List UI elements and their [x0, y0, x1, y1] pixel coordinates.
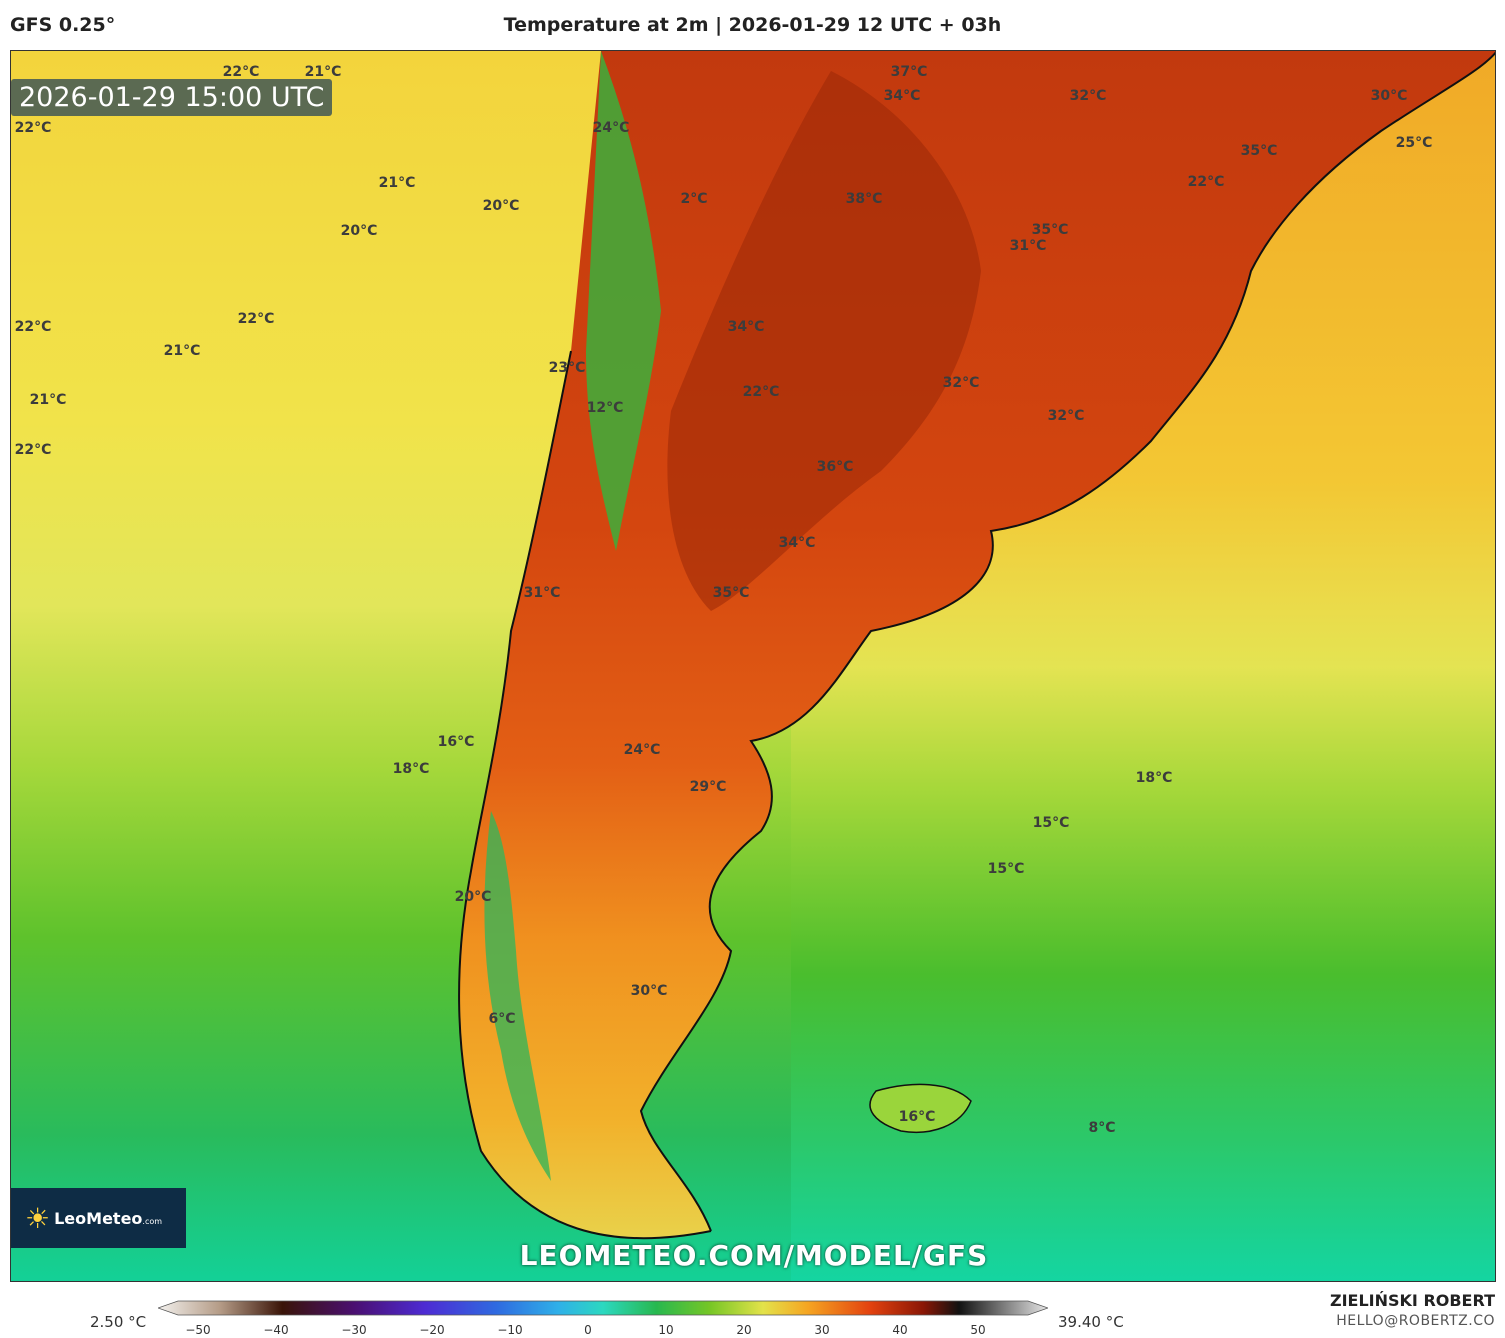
temperature-label: 23°C	[548, 360, 586, 376]
legend-max: 39.40 °C	[1058, 1313, 1124, 1331]
temperature-label: 37°C	[890, 64, 928, 80]
temperature-label: 22°C	[14, 442, 52, 458]
temperature-label: 30°C	[1370, 88, 1408, 104]
temperature-label: 29°C	[689, 779, 727, 795]
temperature-label: 20°C	[482, 198, 520, 214]
legend-tick-label: 40	[892, 1323, 908, 1337]
temperature-label: 22°C	[14, 319, 52, 335]
legend-tick-label: −10	[497, 1323, 523, 1337]
temperature-label: 32°C	[1047, 408, 1085, 424]
temperature-label: 22°C	[742, 384, 780, 400]
temperature-label: 21°C	[163, 343, 201, 359]
map-title: Temperature at 2m | 2026-01-29 12 UTC + …	[503, 14, 1002, 36]
legend-tick-label: 20	[736, 1323, 752, 1337]
legend-tick-label: −40	[263, 1323, 289, 1337]
temperature-label: 22°C	[237, 311, 275, 327]
temperature-label: 38°C	[845, 191, 883, 207]
temperature-label: 15°C	[987, 861, 1025, 877]
temperature-label: 32°C	[942, 375, 980, 391]
temperature-label: 12°C	[586, 400, 624, 416]
leometeo-logo[interactable]: ☀ LeoMeteo.com	[11, 1188, 186, 1248]
temperature-label: 21°C	[378, 175, 416, 191]
temperature-label: 18°C	[392, 761, 430, 777]
temperature-label: 35°C	[712, 585, 750, 601]
temperature-label: 32°C	[1069, 88, 1107, 104]
color-scale-bar	[158, 1300, 1048, 1316]
temperature-label: 16°C	[437, 734, 475, 750]
temperature-label: 34°C	[778, 535, 816, 551]
temperature-label: 20°C	[340, 223, 378, 239]
legend-min: 2.50 °C	[90, 1313, 147, 1331]
legend-tick-label: 50	[970, 1323, 986, 1337]
temperature-label: 15°C	[1032, 815, 1070, 831]
map-background	[11, 51, 1495, 1281]
temperature-label: 31°C	[1009, 238, 1047, 254]
legend-tick-label: −50	[185, 1323, 211, 1337]
logo-text: LeoMeteo.com	[54, 1208, 163, 1228]
sun-icon: ☀	[25, 1201, 51, 1235]
timestamp-badge: 2026-01-29 15:00 UTC	[11, 79, 333, 116]
temperature-label: 25°C	[1395, 135, 1433, 151]
temperature-label: 8°C	[1088, 1120, 1116, 1136]
model-label: GFS 0.25°	[10, 14, 116, 36]
legend-tick-label: −30	[341, 1323, 367, 1337]
temperature-label: 20°C	[454, 889, 492, 905]
temperature-label: 16°C	[898, 1109, 936, 1125]
temperature-label: 2°C	[680, 191, 708, 207]
temperature-label: 35°C	[1031, 222, 1069, 238]
temperature-label: 30°C	[630, 983, 668, 999]
author-name: ZIELIŃSKI ROBERT	[1329, 1291, 1495, 1310]
legend-tick-label: −20	[419, 1323, 445, 1337]
temperature-map: 2026-01-29 15:00 UTC 22°C 21°C 22°C 24°C 37°…	[10, 50, 1496, 1282]
temperature-label: 34°C	[883, 88, 921, 104]
temperature-label: 6°C	[488, 1011, 516, 1027]
source-url[interactable]: LEOMETEO.COM/MODEL/GFS	[519, 1239, 989, 1272]
temperature-label: 22°C	[1187, 174, 1225, 190]
temperature-label: 36°C	[816, 459, 854, 475]
legend-tick-label: 10	[658, 1323, 674, 1337]
temperature-label: 24°C	[623, 742, 661, 758]
temperature-label: 31°C	[523, 585, 561, 601]
temperature-label: 18°C	[1135, 770, 1173, 786]
author-email[interactable]: HELLO@ROBERTZ.CO	[1336, 1313, 1495, 1329]
temperature-label: 21°C	[29, 392, 67, 408]
legend-tick-label: 0	[584, 1323, 592, 1337]
temperature-label: 21°C	[304, 64, 342, 80]
temperature-label: 34°C	[727, 319, 765, 335]
temperature-label: 35°C	[1240, 143, 1278, 159]
temperature-label: 22°C	[222, 64, 260, 80]
legend-tick-label: 30	[814, 1323, 830, 1337]
temperature-label: 22°C	[14, 120, 52, 136]
temperature-label: 24°C	[592, 120, 630, 136]
